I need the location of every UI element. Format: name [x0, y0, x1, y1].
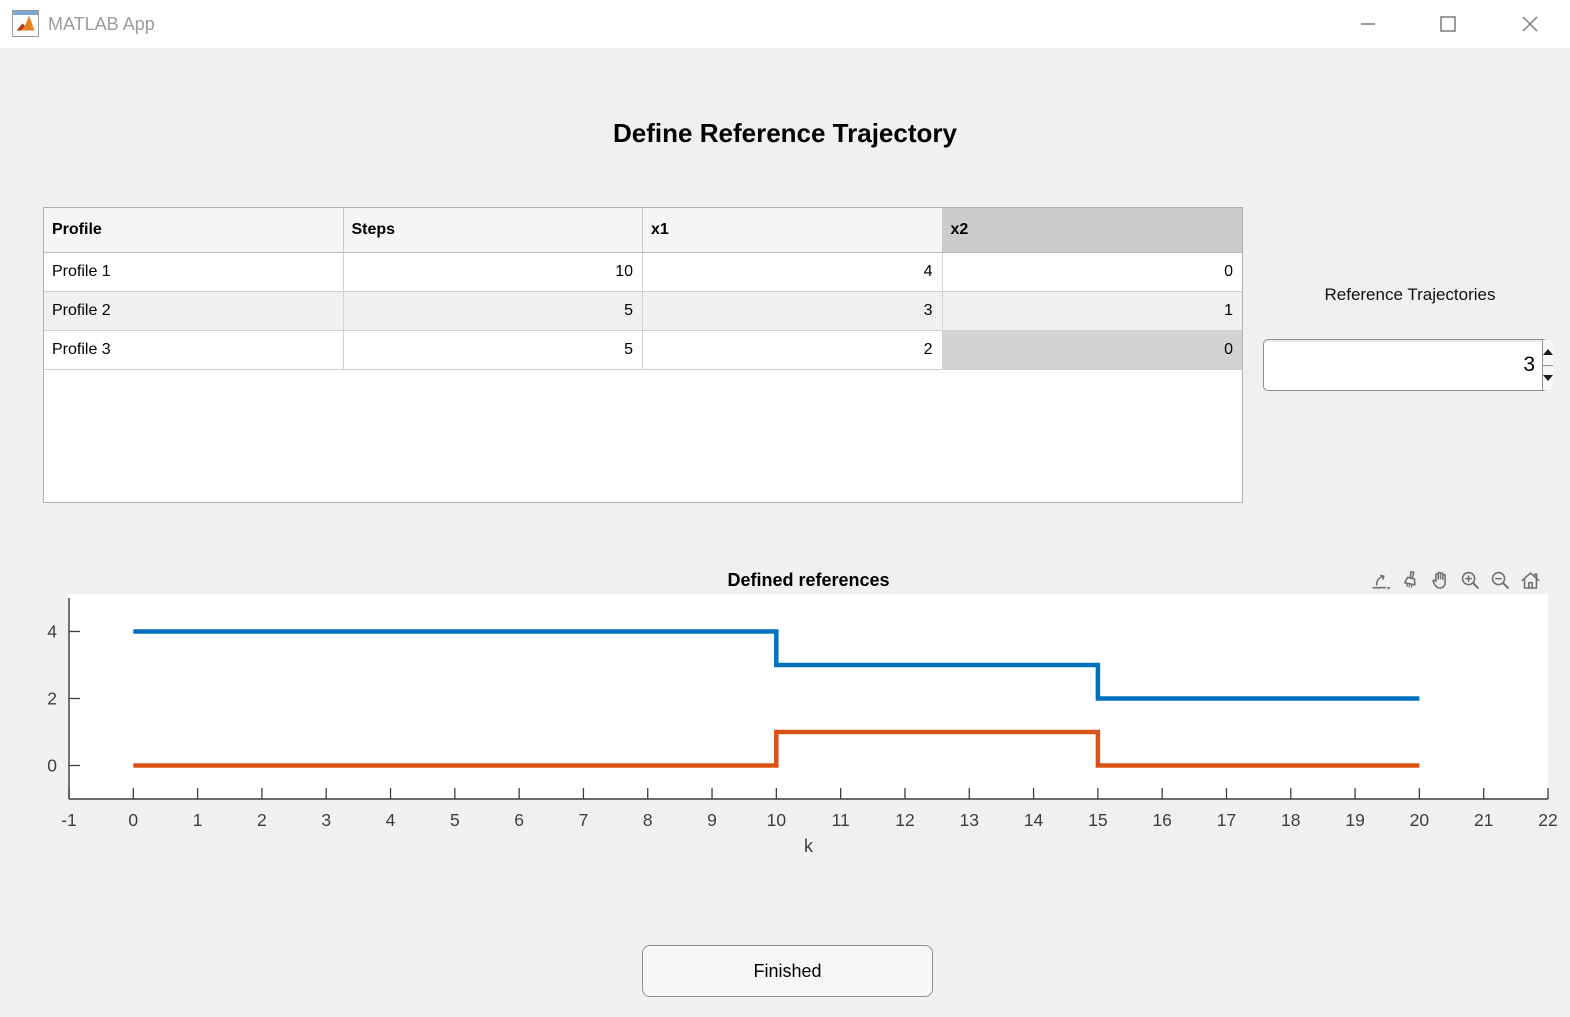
home-icon — [1521, 572, 1540, 589]
table-cell[interactable]: 3 — [643, 292, 943, 331]
pan-icon — [1432, 571, 1446, 589]
svg-text:1: 1 — [193, 810, 203, 830]
svg-text:14: 14 — [1024, 810, 1044, 830]
table-row: Profile 1 10 4 0 — [44, 253, 1242, 292]
svg-text:6: 6 — [514, 810, 524, 830]
column-header-Profile[interactable]: Profile — [44, 208, 344, 252]
reference-trajectories-spinner — [1263, 339, 1553, 391]
zoom-in-icon — [1461, 571, 1479, 589]
finished-button[interactable]: Finished — [642, 945, 933, 997]
zoom-in-button[interactable] — [1459, 569, 1482, 592]
matlab-app-icon — [12, 10, 39, 37]
table-cell[interactable]: 5 — [343, 292, 643, 331]
table-cell[interactable]: 5 — [343, 331, 643, 370]
column-header-x2[interactable]: x2 — [942, 208, 1242, 252]
brush-icon — [1403, 571, 1416, 588]
svg-text:4: 4 — [386, 810, 396, 830]
svg-text:8: 8 — [643, 810, 653, 830]
chart-title: Defined references — [727, 570, 890, 590]
svg-text:2: 2 — [47, 689, 57, 709]
page-title: Define Reference Trajectory — [613, 118, 957, 148]
table-cell[interactable]: 0 — [942, 331, 1242, 370]
svg-text:7: 7 — [579, 810, 589, 830]
titlebar: MATLAB App — [0, 0, 1570, 49]
chart-canvas[interactable]: -1 0 1 2 3 4 5 6 7 8 9 10 11 12 13 14 15 16 17 18 19 20 21 2202… — [0, 560, 1570, 890]
svg-text:10: 10 — [767, 810, 787, 830]
svg-text:18: 18 — [1281, 810, 1300, 830]
svg-text:0: 0 — [128, 810, 138, 830]
window-title: MATLAB App — [48, 14, 155, 34]
svg-text:13: 13 — [960, 810, 979, 830]
table-header-row: Profile Steps x1 x2 — [44, 208, 1242, 253]
svg-text:16: 16 — [1152, 810, 1171, 830]
minimize-button[interactable] — [1351, 7, 1385, 41]
reference-trajectories-label: Reference Trajectories — [1324, 285, 1496, 304]
pan-button[interactable] — [1429, 569, 1452, 592]
svg-text:12: 12 — [895, 810, 914, 830]
svg-text:17: 17 — [1217, 810, 1236, 830]
home-button[interactable] — [1519, 569, 1542, 592]
table-cell[interactable]: Profile 3 — [44, 331, 344, 370]
zoom-out-button[interactable] — [1489, 569, 1512, 592]
table-cell[interactable]: 1 — [942, 292, 1242, 331]
export-icon — [1372, 574, 1391, 590]
up-arrow-icon — [1543, 349, 1553, 356]
svg-text:2: 2 — [257, 810, 267, 830]
axes-toolbar — [1369, 569, 1542, 592]
svg-text:-1: -1 — [61, 810, 77, 830]
maximize-button[interactable] — [1431, 7, 1465, 41]
svg-text:5: 5 — [450, 810, 460, 830]
svg-text:15: 15 — [1088, 810, 1107, 830]
table-cell[interactable]: 4 — [643, 253, 943, 292]
reference-trajectories-input[interactable] — [1264, 340, 1542, 390]
svg-text:0: 0 — [47, 756, 57, 776]
table-cell[interactable]: 10 — [343, 253, 643, 292]
table-cell[interactable]: 2 — [643, 331, 943, 370]
svg-text:4: 4 — [47, 622, 57, 642]
svg-text:22: 22 — [1538, 810, 1557, 830]
column-header-x1[interactable]: x1 — [643, 208, 943, 252]
spinner-decrement-button[interactable] — [1543, 365, 1553, 390]
export-button[interactable] — [1369, 569, 1392, 592]
svg-text:3: 3 — [321, 810, 331, 830]
table-cell[interactable]: 0 — [942, 253, 1242, 292]
table-cell[interactable]: Profile 1 — [44, 253, 344, 292]
svg-text:21: 21 — [1474, 810, 1493, 830]
svg-text:9: 9 — [707, 810, 717, 830]
svg-text:20: 20 — [1410, 810, 1430, 830]
svg-text:k: k — [804, 836, 814, 856]
down-arrow-icon — [1543, 374, 1553, 381]
table-cell[interactable]: Profile 2 — [44, 292, 344, 331]
zoom-out-icon — [1491, 571, 1509, 589]
close-button[interactable] — [1513, 7, 1547, 41]
spinner-increment-button[interactable] — [1543, 340, 1553, 366]
spinner-buttons — [1542, 340, 1553, 390]
svg-text:19: 19 — [1345, 810, 1364, 830]
brush-button[interactable] — [1399, 569, 1422, 592]
svg-text:11: 11 — [832, 810, 850, 830]
column-header-Steps[interactable]: Steps — [344, 208, 643, 252]
